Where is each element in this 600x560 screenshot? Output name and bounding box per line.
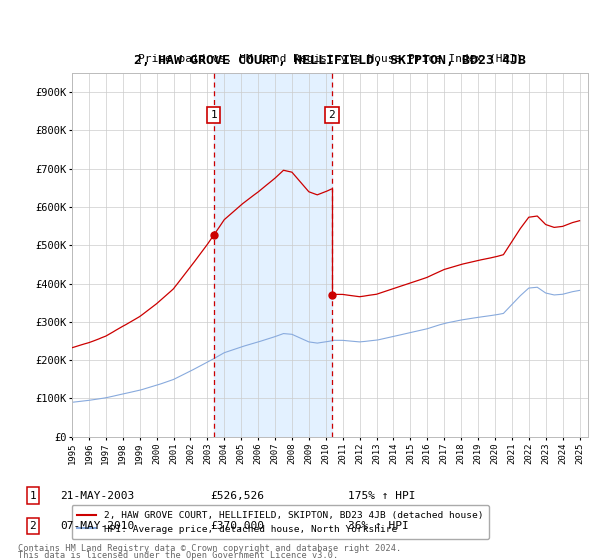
Text: 2: 2 [328, 110, 335, 120]
Text: £370,000: £370,000 [210, 521, 264, 531]
Text: 175% ↑ HPI: 175% ↑ HPI [348, 491, 416, 501]
Text: 07-MAY-2010: 07-MAY-2010 [60, 521, 134, 531]
Text: This data is licensed under the Open Government Licence v3.0.: This data is licensed under the Open Gov… [18, 551, 338, 560]
Bar [214, 73, 332, 437]
Text: 1: 1 [211, 110, 217, 120]
Text: £526,526: £526,526 [210, 491, 264, 501]
Text: 2: 2 [29, 521, 37, 531]
Text: Price paid vs. HM Land Registry's House Price Index (HPI): Price paid vs. HM Land Registry's House … [137, 54, 523, 64]
Text: 1: 1 [29, 491, 37, 501]
Text: Contains HM Land Registry data © Crown copyright and database right 2024.: Contains HM Land Registry data © Crown c… [18, 544, 401, 553]
Text: 36% ↑ HPI: 36% ↑ HPI [348, 521, 409, 531]
Legend: 2, HAW GROVE COURT, HELLIFIELD, SKIPTON, BD23 4JB (detached house), HPI: Average: 2, HAW GROVE COURT, HELLIFIELD, SKIPTON,… [71, 505, 489, 539]
Title: 2, HAW GROVE COURT, HELLIFIELD, SKIPTON, BD23 4JB: 2, HAW GROVE COURT, HELLIFIELD, SKIPTON,… [134, 54, 526, 67]
Text: 21-MAY-2003: 21-MAY-2003 [60, 491, 134, 501]
